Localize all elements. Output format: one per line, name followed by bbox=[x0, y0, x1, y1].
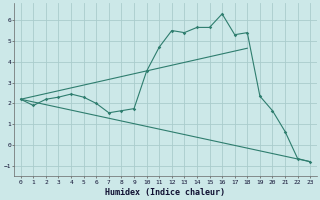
X-axis label: Humidex (Indice chaleur): Humidex (Indice chaleur) bbox=[106, 188, 226, 197]
